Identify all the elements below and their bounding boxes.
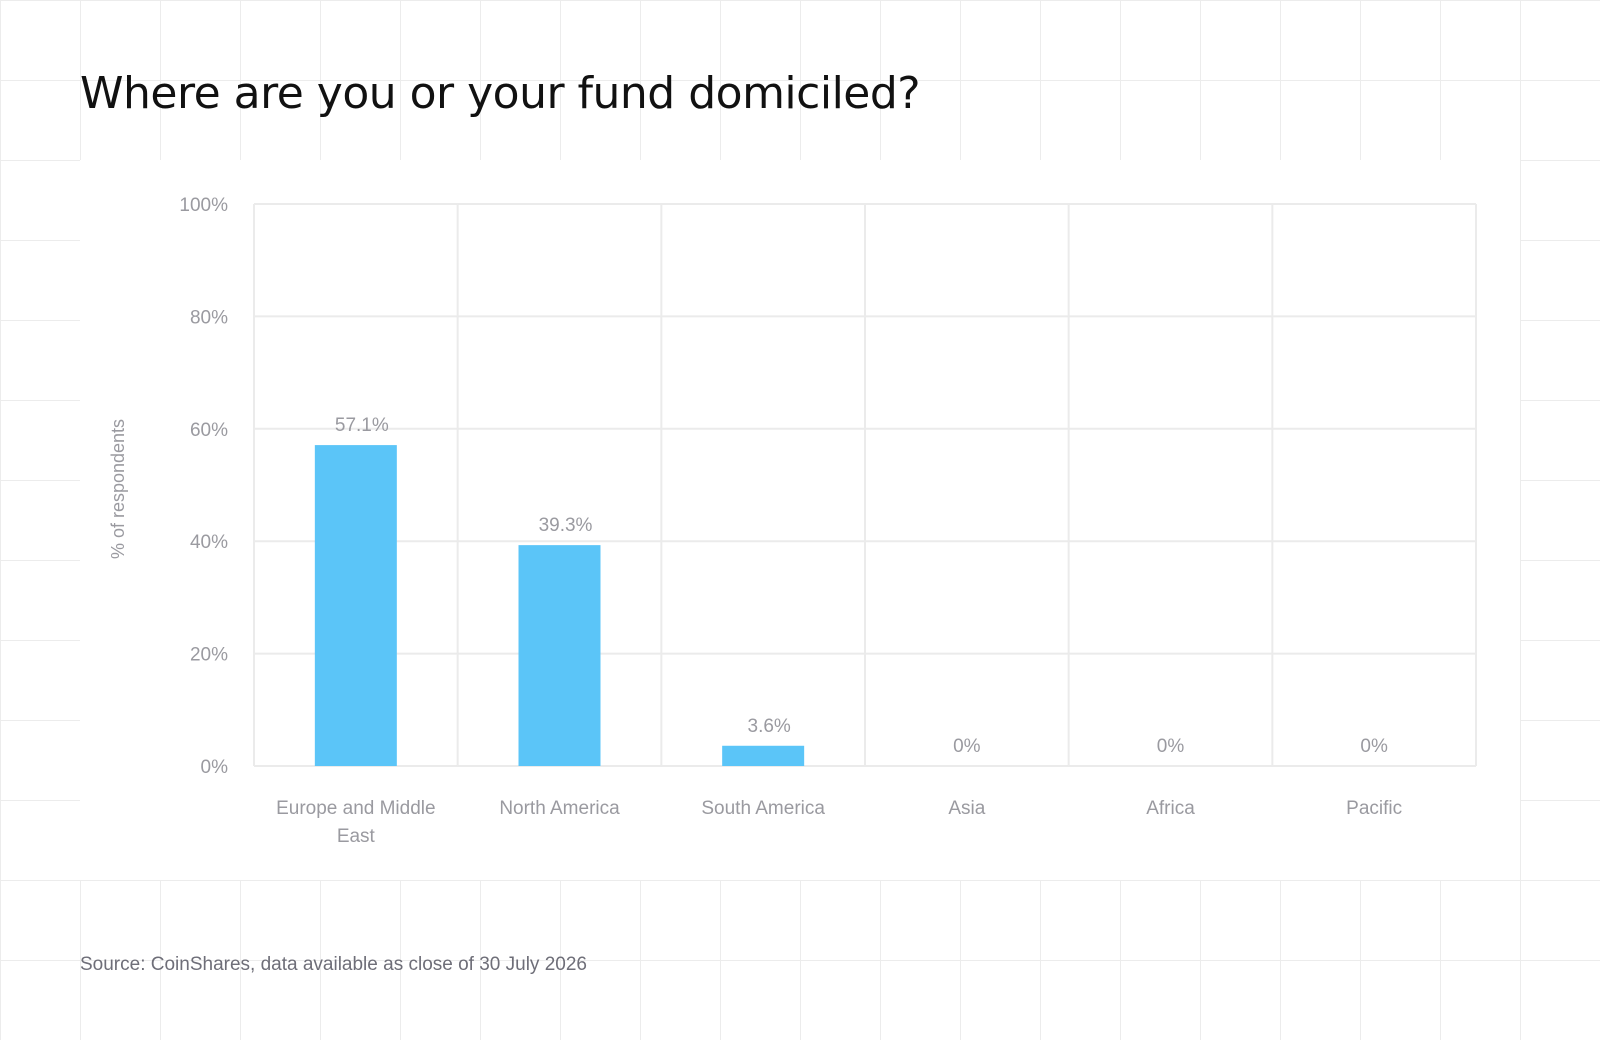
x-category-label: Africa	[1146, 798, 1195, 819]
x-category-label: South America	[701, 798, 825, 819]
y-tick-label: 40%	[190, 532, 228, 553]
page-title: Where are you or your fund domiciled?	[80, 68, 921, 119]
x-category-label: North America	[499, 798, 620, 819]
y-tick-label: 0%	[201, 757, 229, 778]
x-category-label: Europe and Middle	[276, 798, 436, 819]
data-label: 0%	[953, 736, 981, 757]
bar-chart: 0% 20% 40% 60% 80% 100% % of respondents 57.1% E…	[108, 195, 1477, 847]
y-tick-label: 100%	[179, 195, 228, 216]
data-label: 0%	[1157, 736, 1185, 757]
source-note: Source: CoinShares, data available as cl…	[80, 954, 587, 975]
x-category-label: East	[337, 826, 376, 847]
y-tick-label: 80%	[190, 307, 228, 328]
y-tick-label: 60%	[190, 420, 228, 441]
data-label: 57.1%	[335, 415, 389, 436]
x-category-label: Pacific	[1346, 798, 1402, 819]
bar	[722, 745, 805, 766]
y-tick-label: 20%	[190, 645, 228, 666]
x-category-label: Asia	[948, 798, 985, 819]
data-label: 39.3%	[539, 515, 593, 536]
y-axis-title: % of respondents	[108, 419, 128, 559]
chart-panel: 0% 20% 40% 60% 80% 100% % of respondents 57.1% E…	[80, 160, 1520, 880]
data-label: 3.6%	[748, 716, 791, 737]
data-label: 0%	[1360, 736, 1388, 757]
bar	[518, 545, 601, 766]
bar	[314, 445, 397, 766]
